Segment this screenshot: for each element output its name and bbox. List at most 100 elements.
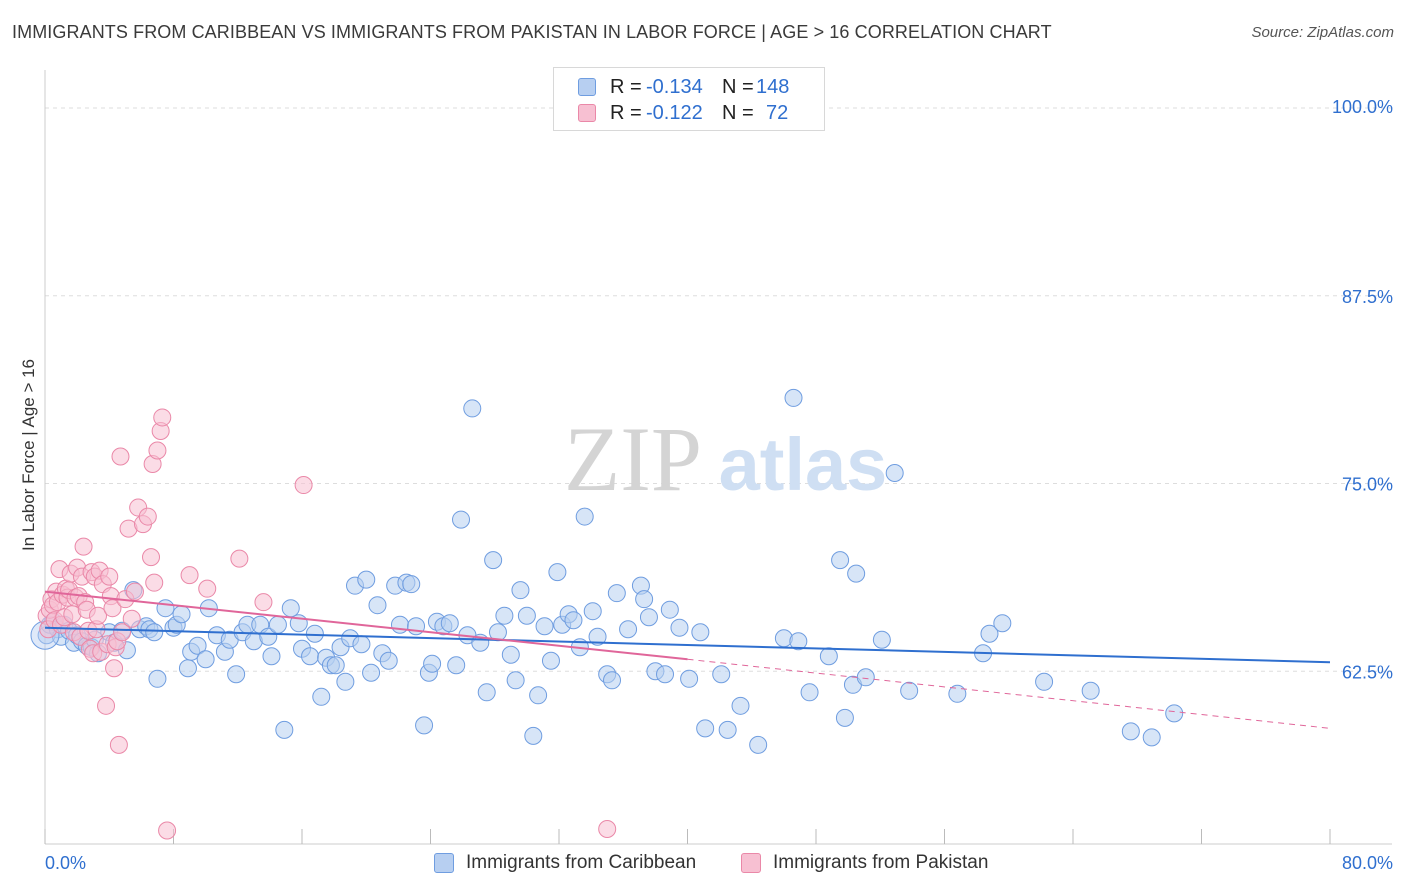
data-point-caribbean xyxy=(368,596,387,615)
data-point-caribbean xyxy=(575,507,594,526)
data-point-caribbean xyxy=(529,686,548,705)
data-point-caribbean xyxy=(680,669,699,688)
data-point-pakistan xyxy=(122,609,141,628)
legend-r-value: -0.134 xyxy=(646,75,703,98)
data-point-pakistan xyxy=(113,623,132,642)
y-tick-label: 87.5% xyxy=(1342,287,1393,307)
data-point-caribbean xyxy=(326,656,345,675)
data-point-pakistan xyxy=(142,548,161,567)
y-tick-label: 62.5% xyxy=(1342,662,1393,682)
y-axis-label: In Labor Force | Age > 16 xyxy=(19,358,38,552)
legend-r-label: R = xyxy=(610,101,642,124)
watermark-atlas: atlas xyxy=(719,423,888,506)
data-point-caribbean xyxy=(993,614,1012,633)
data-point-caribbean xyxy=(635,590,654,609)
data-point-caribbean xyxy=(447,656,466,675)
data-point-caribbean xyxy=(656,665,675,684)
data-point-caribbean xyxy=(301,647,320,666)
data-point-caribbean xyxy=(188,636,207,655)
data-point-pakistan xyxy=(294,476,313,495)
data-point-pakistan xyxy=(105,659,124,678)
legend-row-pakistan: R = -0.122 N = 72 xyxy=(578,100,788,126)
data-point-caribbean xyxy=(789,632,808,651)
legend-r-value: -0.122 xyxy=(646,101,703,124)
legend-swatch-pink xyxy=(578,104,596,122)
data-point-caribbean xyxy=(603,671,622,690)
data-point-caribbean xyxy=(948,684,967,703)
axes xyxy=(44,70,1392,845)
data-point-caribbean xyxy=(268,615,287,634)
data-point-caribbean xyxy=(506,671,525,690)
legend-n-value: 148 xyxy=(756,75,790,98)
data-point-caribbean xyxy=(835,708,854,727)
data-point-caribbean xyxy=(362,663,381,682)
data-point-caribbean xyxy=(588,627,607,646)
legend-n-label: N = xyxy=(722,75,754,98)
data-point-caribbean xyxy=(660,600,679,619)
data-point-caribbean xyxy=(336,672,355,691)
legend-swatch-blue xyxy=(578,78,596,96)
data-point-caribbean xyxy=(885,464,904,483)
data-point-caribbean xyxy=(511,581,530,600)
data-point-caribbean xyxy=(607,584,626,603)
data-point-pakistan xyxy=(230,549,249,568)
data-point-caribbean xyxy=(172,605,191,624)
data-point-caribbean xyxy=(1121,722,1140,741)
x-tick-label-max: 80.0% xyxy=(1342,853,1393,873)
data-point-caribbean xyxy=(712,665,731,684)
data-point-caribbean xyxy=(847,564,866,583)
data-point-caribbean xyxy=(463,399,482,418)
data-point-caribbean xyxy=(145,623,164,642)
data-point-caribbean xyxy=(501,645,520,664)
data-point-pakistan xyxy=(198,579,217,598)
data-point-caribbean xyxy=(156,599,175,618)
data-point-caribbean xyxy=(352,635,371,654)
data-point-caribbean xyxy=(262,647,281,666)
chart-title: IMMIGRANTS FROM CARIBBEAN VS IMMIGRANTS … xyxy=(12,22,1052,42)
data-point-caribbean xyxy=(564,611,583,630)
legend-n-label: N = xyxy=(722,101,754,124)
data-point-caribbean xyxy=(731,696,750,715)
data-point-caribbean xyxy=(639,608,658,627)
trend-line-pakistan xyxy=(44,590,688,661)
y-tick-labels: 62.5% 75.0% 87.5% 100.0% xyxy=(1332,97,1393,682)
data-point-caribbean xyxy=(495,606,514,625)
data-point-pakistan xyxy=(158,821,177,840)
data-point-caribbean xyxy=(696,719,715,738)
data-point-caribbean xyxy=(148,669,167,688)
legend-r-label: R = xyxy=(610,75,642,98)
legend-swatch-blue xyxy=(434,853,454,873)
data-point-caribbean xyxy=(819,647,838,666)
data-point-caribbean xyxy=(583,602,602,621)
data-point-caribbean xyxy=(774,629,793,648)
data-point-caribbean xyxy=(541,651,560,670)
trend-line-caribbean xyxy=(44,626,1331,664)
trend-line-pakistan-extrapolated xyxy=(687,658,1331,729)
bottom-legend-pakistan[interactable]: Immigrants from Pakistan xyxy=(741,852,988,874)
data-point-pakistan xyxy=(100,567,119,586)
data-point-caribbean xyxy=(784,388,803,407)
data-point-caribbean xyxy=(1165,704,1184,723)
data-point-caribbean xyxy=(1035,672,1054,691)
data-point-caribbean xyxy=(402,575,421,594)
data-point-caribbean xyxy=(281,599,300,618)
legend-row-caribbean: R = -0.134 N = 148 xyxy=(578,74,789,100)
data-point-pakistan xyxy=(138,507,157,526)
x-tick-label-min: 0.0% xyxy=(45,853,86,873)
data-point-caribbean xyxy=(535,617,554,636)
bottom-legend-caribbean[interactable]: Immigrants from Caribbean xyxy=(434,852,696,874)
data-point-caribbean xyxy=(831,551,850,570)
data-point-pakistan xyxy=(111,447,130,466)
data-point-pakistan xyxy=(89,606,108,625)
data-point-caribbean xyxy=(477,683,496,702)
data-point-caribbean xyxy=(856,668,875,687)
data-point-caribbean xyxy=(423,654,442,673)
y-tick-label: 75.0% xyxy=(1342,475,1393,495)
data-point-pakistan xyxy=(109,735,128,754)
legend-label-pakistan: Immigrants from Pakistan xyxy=(773,852,989,873)
data-point-caribbean xyxy=(900,681,919,700)
data-point-caribbean xyxy=(227,665,246,684)
data-point-caribbean xyxy=(415,716,434,735)
data-point-caribbean xyxy=(259,627,278,646)
